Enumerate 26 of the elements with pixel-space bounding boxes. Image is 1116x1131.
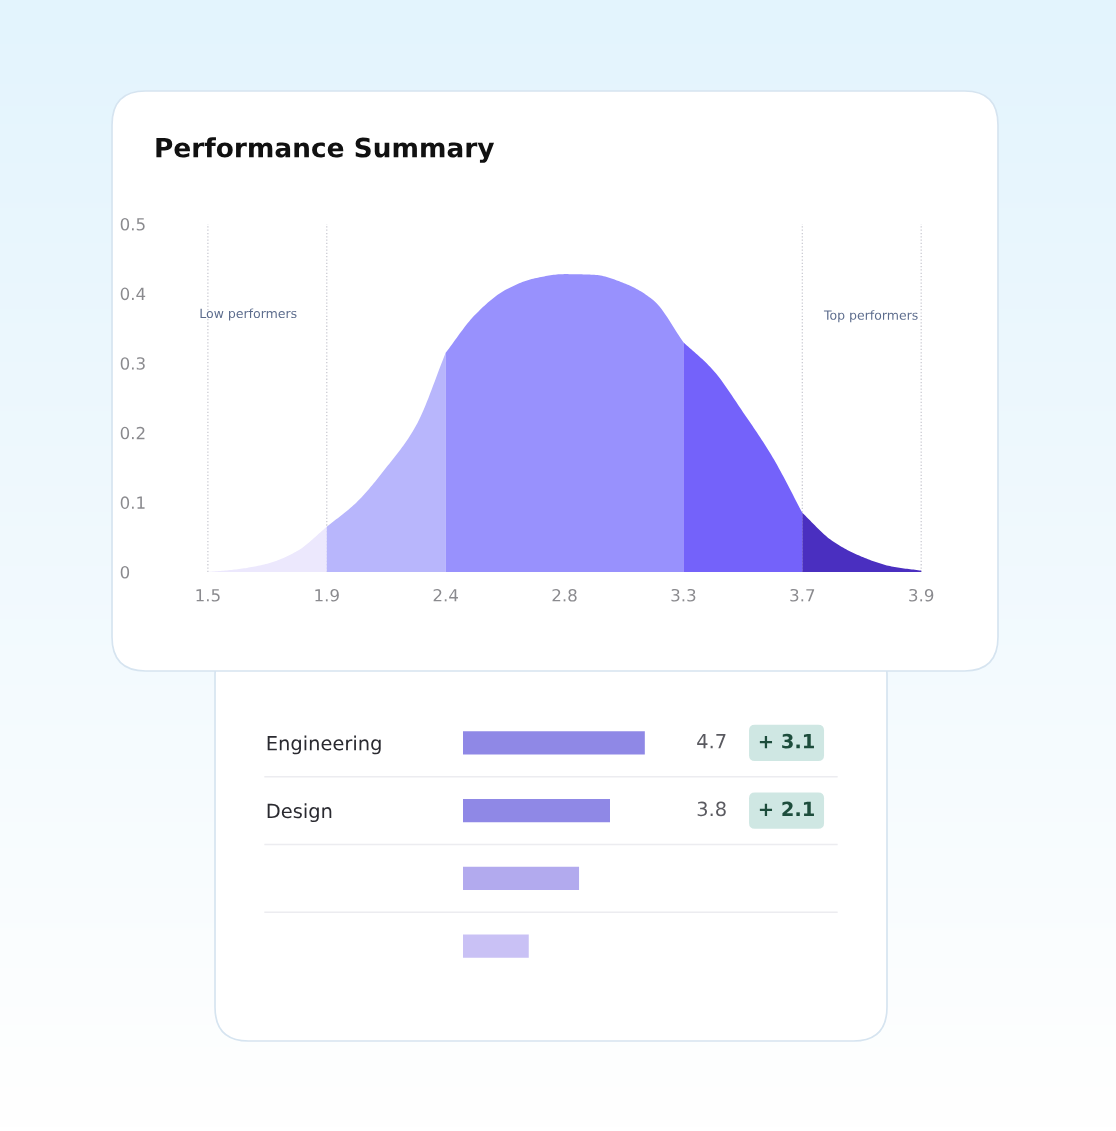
- chart-title: Performance Summary: [156, 137, 495, 163]
- y-tick-label: 0.1: [120, 496, 145, 509]
- y-tick-label: 0.2: [120, 426, 145, 440]
- y-tick-label: 0: [120, 565, 130, 579]
- x-tick-label: 2.4: [433, 588, 458, 602]
- text: + 3.1: [759, 733, 814, 749]
- x-tick-label: 1.5: [196, 589, 220, 602]
- data-label: 3.8: [697, 801, 726, 817]
- y-tick-label: 0.5: [120, 217, 145, 231]
- y-tick-label: 0.4: [120, 287, 146, 301]
- bar: [463, 866, 580, 890]
- x-tick-label: 3.3: [671, 588, 696, 602]
- annotation: Top performers: [823, 310, 918, 323]
- data-label: 4.7: [697, 734, 726, 749]
- y-tick-label: 0.3: [120, 357, 145, 370]
- text: + 2.1: [759, 801, 814, 816]
- y-tick-label: Engineering: [267, 735, 381, 755]
- bar: [463, 799, 610, 823]
- annotation: Low performers: [200, 308, 297, 321]
- bar: [463, 731, 645, 755]
- bar: [463, 934, 529, 958]
- y-tick-label: Design: [267, 803, 332, 823]
- x-tick-label: 3.9: [909, 588, 934, 602]
- x-tick-label: 1.9: [315, 588, 339, 602]
- x-tick-label: 3.7: [790, 588, 815, 602]
- x-tick-label: 2.8: [552, 588, 577, 602]
